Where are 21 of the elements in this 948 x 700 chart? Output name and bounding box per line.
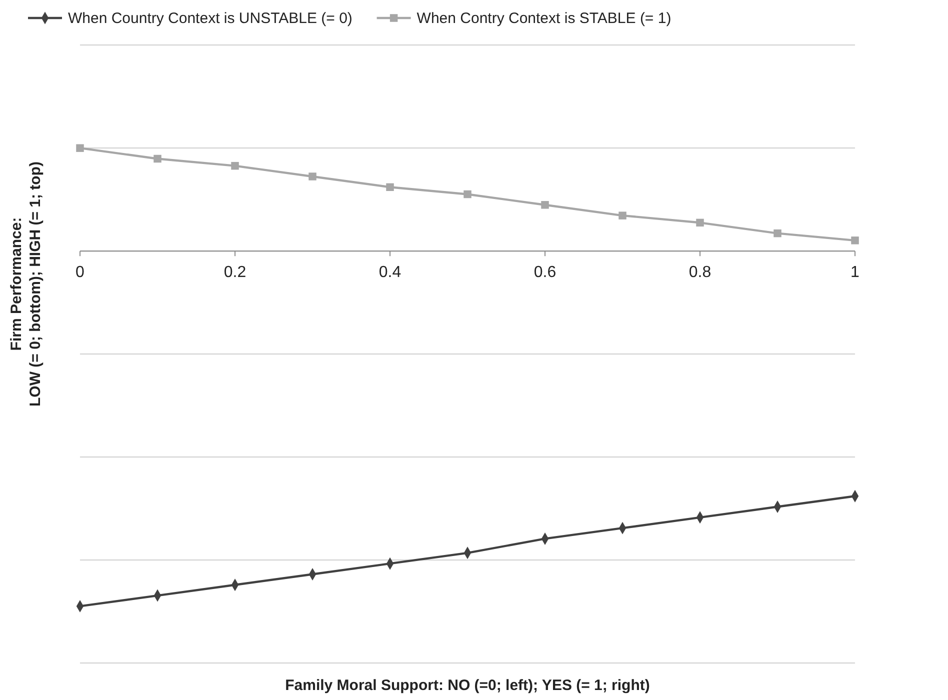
x-tick-label: 0.2 [224, 264, 246, 282]
legend-label: When Contry Context is STABLE (= 1) [416, 10, 672, 27]
x-tick-label: 0 [76, 264, 85, 282]
point [774, 229, 782, 238]
point [386, 183, 394, 192]
y-axis-title: Firm Performance: LOW (= 0; bottom); HIGH (= 1; top) [8, 162, 44, 406]
point [231, 162, 239, 170]
point [76, 144, 84, 152]
x-axis-title: Family Moral Support: NO (=0; left); YES (= 1; right) [285, 677, 650, 694]
point [154, 154, 162, 163]
x-tick-label: 0.8 [688, 264, 712, 282]
x-tick-label: 0.6 [534, 264, 556, 282]
point [696, 218, 704, 227]
x-tick-label: 0.4 [378, 264, 402, 282]
point [618, 212, 626, 220]
point [541, 201, 549, 209]
x-tick-label: 1 [850, 264, 860, 282]
legend-label: When Country Context is UNSTABLE (= 0) [68, 10, 352, 27]
point [308, 172, 316, 180]
point [851, 236, 859, 244]
point [464, 190, 472, 198]
